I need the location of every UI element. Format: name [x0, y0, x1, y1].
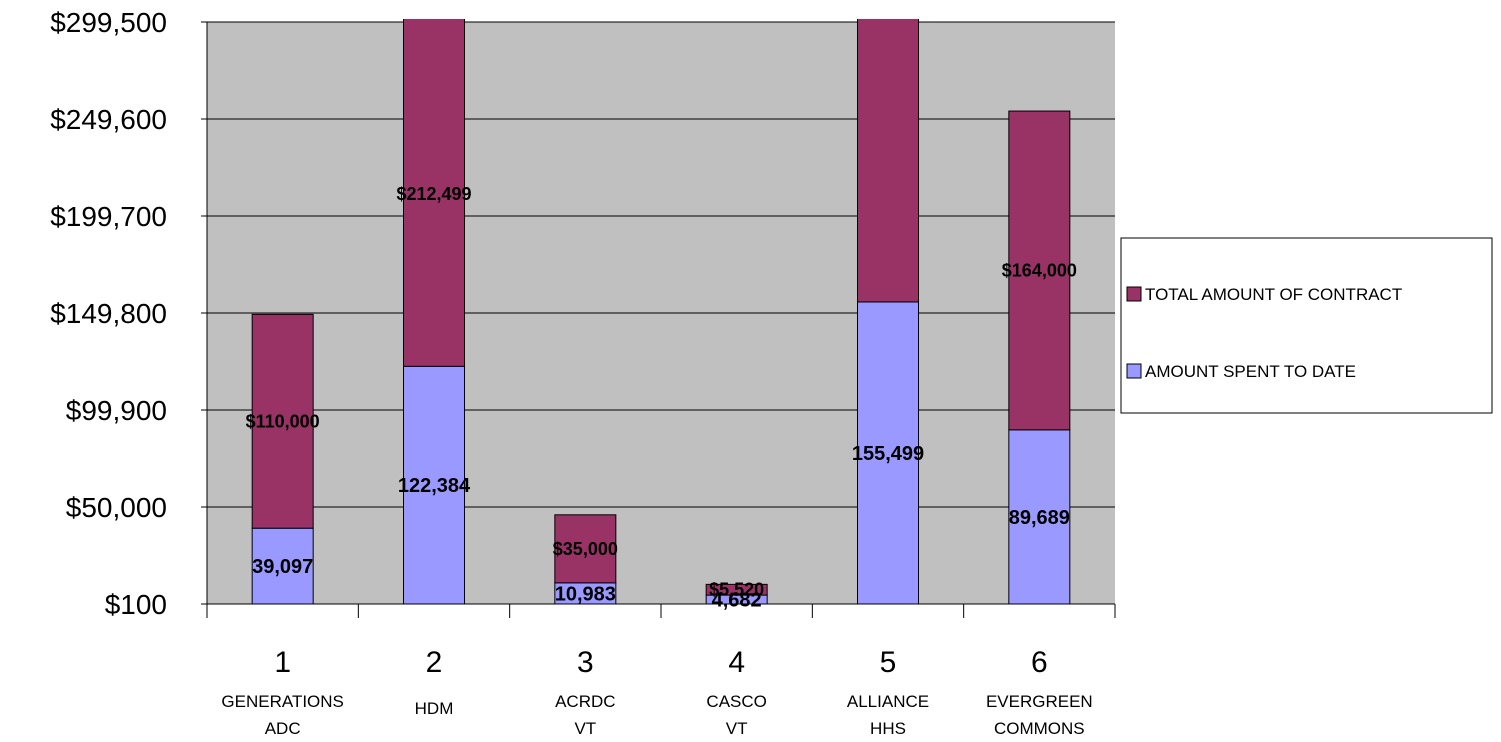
x-category-labels: 1 GENERATIONS ADC 2 HDM 3 ACRDC VT 4 CASCO VT 5 ALLI…: [221, 646, 1092, 738]
y-tick-label: $100: [105, 589, 167, 620]
x-category-name: COMMONS: [994, 719, 1085, 738]
bar-amount-spent: [403, 365, 465, 604]
legend: TOTAL AMOUNT OF CONTRACT AMOUNT SPENT TO …: [1120, 237, 1493, 414]
x-category-name: HDM: [415, 699, 454, 718]
axes: [201, 21, 1116, 618]
x-category-name: ACRDC: [555, 692, 615, 711]
x-category-name: ALLIANCE: [847, 692, 929, 711]
x-category-name: VT: [574, 719, 596, 738]
data-label-spent: 4,682: [712, 590, 762, 612]
bar-amount-spent: [857, 301, 919, 604]
data-label-contract: $35,000: [553, 539, 618, 559]
y-tick-label: $199,700: [50, 201, 167, 232]
data-label-spent: 39,097: [252, 556, 313, 578]
bar-total-contract: [251, 313, 314, 529]
x-category-name: ADC: [265, 719, 301, 738]
x-category-number: 1: [274, 646, 291, 679]
legend-swatch: [1126, 286, 1142, 302]
x-category-number: 3: [577, 646, 594, 679]
y-tick-label: $299,500: [50, 7, 167, 38]
x-category-name: VT: [726, 719, 748, 738]
data-label-contract: $5,520: [709, 580, 764, 600]
data-label-contract: $110,000: [246, 411, 320, 431]
bar-total-contract: [705, 583, 768, 596]
bars: [251, 19, 1071, 604]
bar-total-contract: [403, 19, 465, 367]
y-tick-labels: $100 $50,000 $99,900 $149,800 $199,700 $249,6…: [50, 7, 167, 620]
x-category-number: 6: [1031, 646, 1048, 679]
legend-swatch: [1126, 363, 1142, 379]
bar-total-contract: [857, 19, 919, 303]
x-category-name: EVERGREEN: [986, 692, 1093, 711]
y-tick-label: $50,000: [66, 492, 167, 523]
legend-label: TOTAL AMOUNT OF CONTRACT: [1145, 285, 1402, 304]
data-label-spent: 10,983: [555, 583, 616, 605]
data-label-spent: 89,689: [1009, 507, 1070, 529]
x-category-number: 2: [426, 646, 443, 679]
data-label-spent: 122,384: [398, 475, 471, 497]
x-category-number: 4: [728, 646, 745, 679]
legend-box: [1120, 237, 1493, 414]
bar-amount-spent: [1008, 429, 1071, 604]
x-category-number: 5: [880, 646, 897, 679]
legend-label: AMOUNT SPENT TO DATE: [1145, 362, 1356, 381]
x-category-name: GENERATIONS: [221, 692, 343, 711]
data-label-contract: $164,000: [1002, 260, 1077, 280]
data-label-spent: 155,499: [852, 443, 924, 465]
x-category-name: CASCO: [706, 692, 766, 711]
y-tick-label: $249,600: [50, 104, 167, 135]
bar-total-contract: [1008, 110, 1071, 431]
x-category-name: HHS: [870, 719, 906, 738]
data-labels: $110,000 39,097 $212,499 122,384 $35,000 10,9…: [246, 184, 1077, 611]
y-tick-label: $149,800: [50, 298, 167, 329]
data-label-contract: $212,499: [396, 184, 471, 204]
gridlines: [207, 21, 1115, 508]
bar-amount-spent: [251, 527, 314, 604]
bar-total-contract: [554, 514, 617, 584]
y-tick-label: $99,900: [66, 395, 167, 426]
